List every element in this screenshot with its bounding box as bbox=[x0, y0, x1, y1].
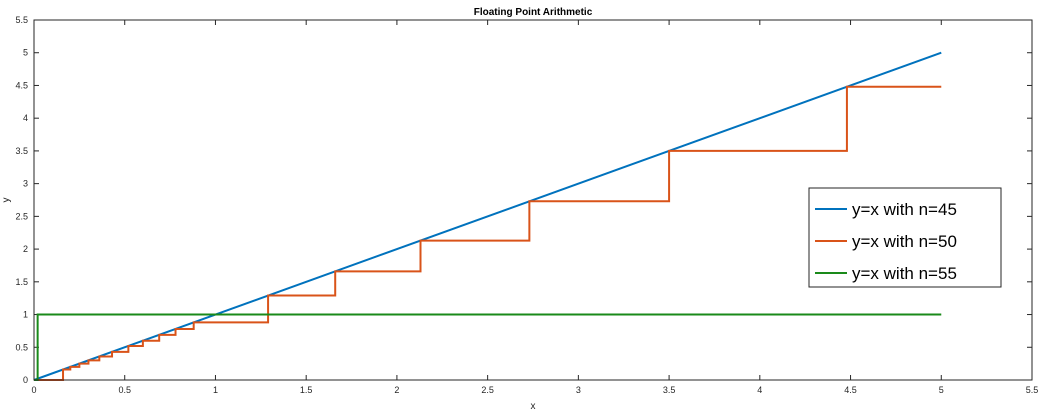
y-tick-label: 0.5 bbox=[15, 342, 28, 352]
legend-label-3: y=x with n=55 bbox=[852, 264, 957, 283]
x-axis-label: x bbox=[531, 401, 536, 412]
x-tick-label: 4 bbox=[757, 385, 762, 395]
x-tick-label: 1.5 bbox=[300, 385, 313, 395]
y-tick-label: 4 bbox=[23, 113, 28, 123]
x-tick-label: 0.5 bbox=[118, 385, 131, 395]
y-tick-label: 1 bbox=[23, 310, 28, 320]
x-tick-label: 0 bbox=[31, 385, 36, 395]
x-tick-label: 5 bbox=[939, 385, 944, 395]
x-tick-label: 5.5 bbox=[1026, 385, 1039, 395]
plot-area-frame bbox=[33, 19, 1033, 381]
y-tick-label: 2 bbox=[23, 244, 28, 254]
x-tick-label: 2 bbox=[394, 385, 399, 395]
series-line-2 bbox=[34, 85, 942, 381]
x-tick-label: 1 bbox=[213, 385, 218, 395]
y-tick-label: 1.5 bbox=[15, 277, 28, 287]
y-tick-label: 2.5 bbox=[15, 211, 28, 221]
x-tick-label: 3 bbox=[576, 385, 581, 395]
legend: y=x with n=45 y=x with n=50 y=x with n=55 bbox=[808, 187, 1002, 288]
legend-label-1: y=x with n=45 bbox=[852, 200, 957, 219]
y-tick-label: 5 bbox=[23, 48, 28, 58]
y-tick-label: 3.5 bbox=[15, 146, 28, 156]
series-line-1 bbox=[33, 51, 942, 381]
chart-title: Floating Point Arithmetic bbox=[474, 7, 593, 18]
legend-box bbox=[808, 187, 1002, 288]
x-tick-label: 2.5 bbox=[481, 385, 494, 395]
y-axis-label: y bbox=[1, 198, 12, 203]
y-tick-label: 4.5 bbox=[15, 80, 28, 90]
y-tick-label: 5.5 bbox=[15, 15, 28, 25]
y-tick-label: 3 bbox=[23, 179, 28, 189]
x-tick-label: 4.5 bbox=[844, 385, 857, 395]
ticks: 0 0.5 1 1.5 2 2.5 3 3.5 4 4.5 5 5.5 0 0.5 1 1.5 2 2.5 3 3.5… bbox=[15, 15, 1038, 395]
legend-label-2: y=x with n=50 bbox=[852, 232, 957, 251]
y-tick-label: 0 bbox=[23, 375, 28, 385]
x-tick-label: 3.5 bbox=[663, 385, 676, 395]
